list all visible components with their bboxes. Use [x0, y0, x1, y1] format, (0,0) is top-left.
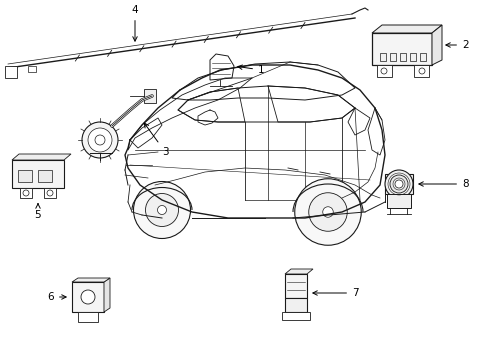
Bar [12, 160, 64, 188]
Bar [371, 33, 431, 65]
Polygon shape [285, 269, 312, 274]
Bar [419, 53, 425, 61]
Circle shape [384, 170, 412, 198]
Text: 2: 2 [445, 40, 468, 50]
Bar [28, 66, 36, 72]
Text: 1: 1 [237, 65, 264, 75]
Bar [389, 53, 395, 61]
Bar [413, 65, 428, 77]
Bar [376, 65, 391, 77]
Bar [38, 170, 52, 182]
Bar [72, 282, 104, 312]
Text: 6: 6 [47, 292, 66, 302]
Text: 5: 5 [35, 204, 41, 220]
Polygon shape [431, 25, 441, 65]
Circle shape [322, 207, 332, 217]
Polygon shape [104, 278, 110, 312]
Polygon shape [371, 25, 441, 33]
Bar [409, 53, 415, 61]
Text: 3: 3 [144, 123, 168, 157]
Circle shape [145, 194, 178, 226]
Polygon shape [72, 278, 110, 282]
Bar [285, 298, 306, 312]
Bar [18, 170, 32, 182]
Circle shape [81, 290, 95, 304]
Circle shape [394, 180, 402, 188]
Circle shape [389, 175, 407, 193]
Bar [20, 188, 32, 198]
Circle shape [308, 193, 346, 231]
Bar [386, 194, 410, 208]
Polygon shape [12, 154, 71, 160]
Bar [44, 188, 56, 198]
Circle shape [380, 68, 386, 74]
Bar [379, 53, 385, 61]
Bar [143, 89, 156, 103]
Circle shape [157, 206, 166, 215]
Circle shape [294, 179, 361, 245]
Circle shape [95, 135, 105, 145]
Bar [282, 312, 309, 320]
Bar [5, 66, 17, 78]
Bar [78, 312, 98, 322]
Bar [384, 174, 412, 194]
Circle shape [23, 190, 29, 196]
Bar [285, 274, 306, 298]
Circle shape [47, 190, 53, 196]
Circle shape [418, 68, 424, 74]
Circle shape [82, 122, 118, 158]
Circle shape [133, 181, 190, 238]
Circle shape [88, 128, 112, 152]
Text: 8: 8 [418, 179, 468, 189]
Text: 7: 7 [312, 288, 358, 298]
Bar [399, 53, 405, 61]
Text: 4: 4 [131, 5, 138, 41]
